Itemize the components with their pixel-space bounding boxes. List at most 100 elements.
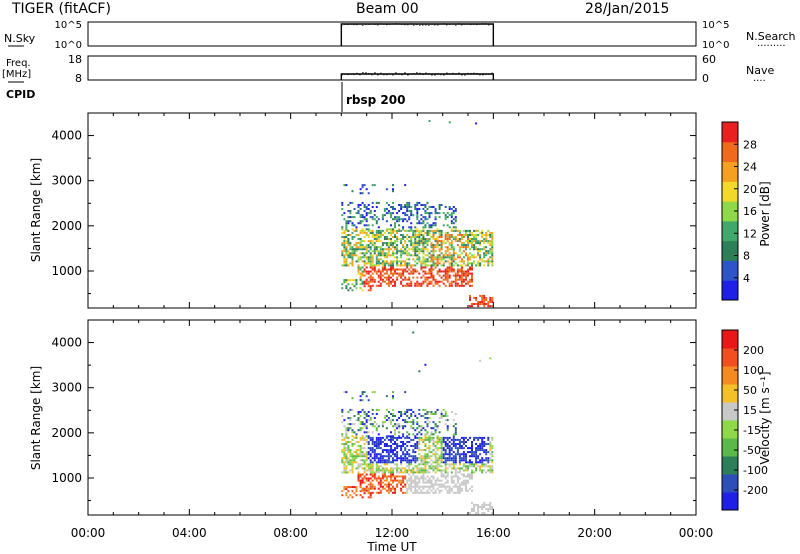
heatmap-cell (467, 461, 469, 464)
heatmap-cell (379, 250, 382, 253)
heatmap-cell (385, 238, 388, 240)
heatmap-cell (450, 459, 453, 462)
heatmap-cell (359, 451, 362, 454)
heatmap-cell (371, 475, 374, 478)
heatmap-cell (442, 469, 445, 472)
heatmap-cell (460, 244, 463, 247)
heatmap-cell (438, 212, 441, 215)
heatmap-cell (375, 477, 378, 480)
heatmap-cell (479, 436, 482, 439)
heatmap-cell (347, 447, 350, 450)
heatmap-cell (460, 246, 463, 249)
heatmap-cell (422, 238, 425, 240)
heatmap-cell (369, 483, 372, 486)
heatmap-cell (375, 260, 378, 263)
heatmap-cell (462, 436, 465, 439)
heatmap-cell (471, 256, 473, 259)
heatmap-cell (361, 184, 364, 187)
heatmap-cell (385, 475, 388, 478)
heatmap-cell (347, 461, 350, 464)
heatmap-cell (383, 438, 386, 441)
heatmap-cell (465, 441, 467, 443)
nave-sample (458, 72, 460, 74)
heatmap-cell (371, 408, 374, 411)
heatmap-cell (375, 222, 378, 225)
heatmap-cell (390, 436, 392, 439)
heatmap-cell (477, 457, 480, 460)
heatmap-cell (351, 224, 354, 227)
heatmap-cell (355, 435, 358, 438)
heatmap-cell (438, 206, 441, 208)
heatmap-cell (440, 453, 443, 456)
heatmap-cell (387, 485, 390, 488)
heatmap-cell (377, 274, 380, 277)
heatmap-cell (430, 254, 433, 257)
heatmap-cell (347, 427, 350, 430)
heatmap-cell (440, 411, 443, 413)
heatmap-cell (434, 459, 437, 462)
heatmap-cell (473, 510, 476, 512)
heatmap-cell (414, 264, 417, 267)
heatmap-cell (375, 272, 378, 275)
heatmap-cell (475, 248, 478, 251)
noise-sample (446, 24, 448, 26)
heatmap-cell (434, 208, 437, 210)
heatmap-cell (440, 445, 443, 447)
heatmap-cell (355, 455, 358, 458)
heatmap-cell (400, 268, 403, 271)
heatmap-cell (477, 264, 480, 267)
heatmap-cell (377, 467, 380, 470)
heatmap-cell (469, 447, 471, 450)
heatmap-cell (367, 419, 370, 422)
heatmap-cell (440, 231, 443, 234)
nave-sample (416, 72, 418, 74)
heatmap-cell (467, 256, 469, 259)
heatmap-cell (341, 226, 344, 229)
heatmap-cell (442, 224, 445, 227)
heatmap-cell (430, 451, 433, 454)
heatmap-cell (375, 457, 378, 460)
heatmap-cell (440, 485, 443, 488)
noise-sample (344, 24, 346, 26)
heatmap-cell (454, 467, 457, 470)
heatmap-cell (375, 461, 378, 464)
heatmap-cell (424, 471, 427, 474)
heatmap-cell (456, 244, 459, 247)
heatmap-cell (406, 408, 409, 411)
heatmap-cell (420, 229, 423, 232)
heatmap-cell (412, 234, 415, 236)
heatmap-cell (369, 438, 372, 441)
heatmap-cell (390, 262, 392, 265)
heatmap-cell (381, 278, 384, 281)
heatmap-cell (432, 229, 435, 232)
heatmap-cell (450, 475, 453, 478)
noise-tick-top-right: 10^5 (702, 20, 729, 31)
heatmap-cell (444, 459, 447, 462)
noise-sample (440, 23, 442, 25)
heatmap-cell (410, 280, 413, 283)
heatmap-cell (440, 451, 443, 454)
heatmap-cell (446, 415, 449, 417)
nave-sample (446, 72, 448, 74)
heatmap-cell (424, 457, 427, 460)
heatmap-cell (365, 455, 368, 458)
heatmap-cell (471, 465, 473, 468)
heatmap-cell (458, 491, 461, 494)
heatmap-cell (479, 231, 482, 234)
heatmap-cell (454, 455, 457, 458)
heatmap-cell (416, 210, 419, 212)
heatmap-cell (489, 305, 492, 308)
heatmap-cell (349, 242, 352, 245)
heatmap-cell (400, 415, 403, 417)
heatmap-cell (363, 417, 366, 419)
heatmap-cell (363, 391, 366, 394)
heatmap-cell (371, 461, 374, 464)
heatmap-cell (465, 248, 467, 251)
heatmap-cell (361, 272, 364, 275)
heatmap-cell (491, 506, 494, 508)
heatmap-cell (436, 438, 439, 441)
heatmap-cell (387, 445, 390, 447)
heatmap-cell (475, 303, 478, 305)
heatmap-cell (438, 463, 441, 466)
heatmap-cell (351, 443, 354, 445)
